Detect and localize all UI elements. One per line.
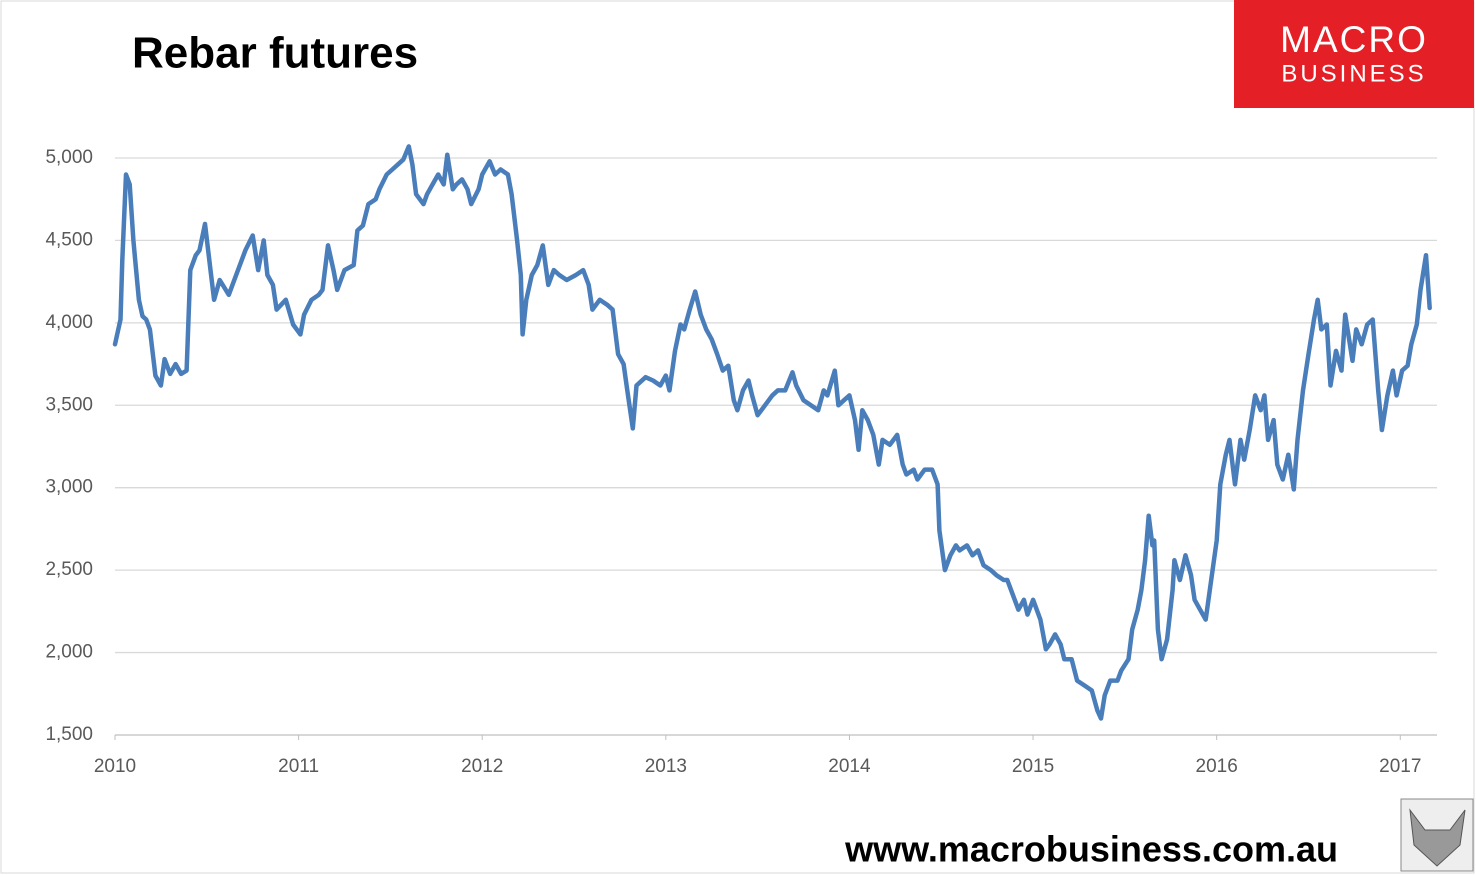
y-tick-label: 1,500 <box>45 724 93 745</box>
footer-url: www.macrobusiness.com.au <box>844 829 1338 870</box>
y-tick-label: 4,000 <box>45 312 93 333</box>
x-tick-label: 2011 <box>278 756 319 777</box>
x-tick-label: 2014 <box>828 756 871 777</box>
plot <box>112 144 1432 721</box>
logo-line2: BUSINESS <box>1281 60 1426 87</box>
grid <box>115 157 1437 736</box>
y-tick-label: 2,500 <box>45 559 93 580</box>
price-line <box>112 144 1432 721</box>
logo-line1: MACRO <box>1280 19 1428 60</box>
y-tick-label: 3,500 <box>45 394 93 415</box>
chart-title: Rebar futures <box>132 29 418 78</box>
x-tick-label: 2012 <box>461 756 503 777</box>
logo-box <box>1234 0 1474 108</box>
x-tick-label: 2017 <box>1379 756 1421 777</box>
x-tick-label: 2015 <box>1012 756 1054 777</box>
y-tick-label: 4,500 <box>45 229 93 250</box>
y-tick-label: 5,000 <box>45 147 93 168</box>
x-tick-label: 2016 <box>1196 756 1238 777</box>
ticks: 1,500 2,000 2,500 3,000 3,500 4,000 4,500 5,000… <box>45 147 1421 777</box>
y-tick-label: 3,000 <box>45 477 93 498</box>
x-tick-label: 2013 <box>645 756 687 777</box>
x-tick-label: 2010 <box>94 756 136 777</box>
wolf-icon <box>1400 798 1474 872</box>
y-tick-label: 2,000 <box>45 642 93 663</box>
